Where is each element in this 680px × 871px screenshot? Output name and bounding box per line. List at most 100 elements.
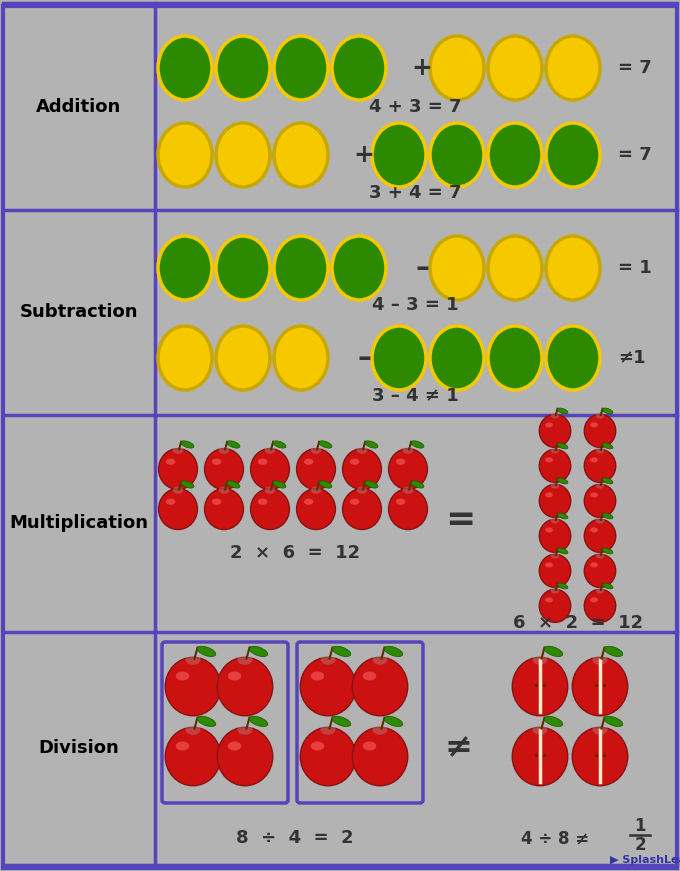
Ellipse shape	[539, 519, 571, 552]
Ellipse shape	[186, 725, 201, 735]
Ellipse shape	[165, 658, 221, 716]
Ellipse shape	[551, 448, 559, 454]
Ellipse shape	[372, 326, 426, 390]
Ellipse shape	[237, 725, 252, 735]
Ellipse shape	[333, 646, 351, 657]
Ellipse shape	[250, 449, 290, 490]
Ellipse shape	[532, 725, 547, 735]
Text: 3 – 4 ≠ 1: 3 – 4 ≠ 1	[372, 387, 458, 405]
Ellipse shape	[539, 449, 571, 483]
Ellipse shape	[592, 654, 607, 665]
Ellipse shape	[216, 36, 270, 100]
Ellipse shape	[227, 481, 240, 488]
Ellipse shape	[590, 527, 598, 532]
Ellipse shape	[558, 583, 568, 589]
Ellipse shape	[197, 716, 216, 726]
Ellipse shape	[544, 646, 563, 657]
Ellipse shape	[396, 498, 405, 505]
Ellipse shape	[596, 413, 605, 419]
Ellipse shape	[488, 36, 542, 100]
Ellipse shape	[205, 449, 243, 490]
Ellipse shape	[596, 552, 605, 558]
Ellipse shape	[158, 489, 197, 530]
Ellipse shape	[332, 236, 386, 300]
Ellipse shape	[384, 646, 403, 657]
Ellipse shape	[584, 449, 615, 483]
Ellipse shape	[539, 590, 571, 623]
Ellipse shape	[273, 481, 286, 488]
Ellipse shape	[430, 123, 484, 187]
Ellipse shape	[590, 492, 598, 497]
Ellipse shape	[539, 415, 571, 448]
Ellipse shape	[584, 519, 615, 552]
Text: +: +	[354, 143, 375, 167]
Ellipse shape	[250, 646, 268, 657]
Ellipse shape	[546, 123, 600, 187]
Ellipse shape	[274, 123, 328, 187]
Ellipse shape	[304, 458, 313, 465]
Ellipse shape	[545, 492, 553, 497]
Ellipse shape	[545, 598, 553, 603]
Ellipse shape	[403, 487, 413, 494]
Ellipse shape	[539, 484, 571, 517]
Ellipse shape	[488, 123, 542, 187]
Ellipse shape	[212, 458, 222, 465]
Ellipse shape	[250, 489, 290, 530]
Ellipse shape	[258, 498, 267, 505]
Ellipse shape	[357, 487, 367, 494]
Ellipse shape	[217, 727, 273, 786]
Ellipse shape	[388, 489, 428, 530]
Ellipse shape	[546, 236, 600, 300]
Ellipse shape	[320, 654, 335, 665]
Ellipse shape	[158, 449, 197, 490]
Ellipse shape	[250, 716, 268, 726]
Ellipse shape	[573, 727, 628, 786]
Ellipse shape	[558, 478, 568, 484]
Ellipse shape	[558, 548, 568, 554]
Ellipse shape	[173, 447, 183, 454]
Ellipse shape	[396, 458, 405, 465]
Ellipse shape	[605, 646, 623, 657]
Ellipse shape	[217, 658, 273, 716]
Ellipse shape	[403, 447, 413, 454]
Ellipse shape	[596, 517, 605, 523]
Text: Multiplication: Multiplication	[10, 514, 148, 532]
Ellipse shape	[558, 443, 568, 449]
Ellipse shape	[352, 727, 408, 786]
Ellipse shape	[158, 123, 212, 187]
Ellipse shape	[545, 563, 553, 567]
Ellipse shape	[545, 527, 553, 532]
Ellipse shape	[551, 588, 559, 593]
Ellipse shape	[158, 326, 212, 390]
Ellipse shape	[212, 498, 222, 505]
Ellipse shape	[274, 36, 328, 100]
Ellipse shape	[545, 422, 553, 428]
Ellipse shape	[357, 447, 367, 454]
Ellipse shape	[430, 36, 484, 100]
Ellipse shape	[602, 478, 613, 484]
Ellipse shape	[181, 441, 194, 448]
Ellipse shape	[558, 408, 568, 414]
Ellipse shape	[584, 484, 615, 517]
Ellipse shape	[596, 448, 605, 454]
Ellipse shape	[304, 498, 313, 505]
Ellipse shape	[311, 672, 324, 680]
Ellipse shape	[319, 481, 332, 488]
Ellipse shape	[311, 487, 321, 494]
Ellipse shape	[197, 646, 216, 657]
Ellipse shape	[532, 654, 547, 665]
Ellipse shape	[488, 236, 542, 300]
Ellipse shape	[205, 489, 243, 530]
Ellipse shape	[296, 489, 335, 530]
Ellipse shape	[546, 36, 600, 100]
Ellipse shape	[551, 413, 559, 419]
Ellipse shape	[228, 672, 241, 680]
FancyBboxPatch shape	[3, 6, 677, 868]
Ellipse shape	[265, 487, 275, 494]
Ellipse shape	[362, 672, 376, 680]
Ellipse shape	[332, 36, 386, 100]
Ellipse shape	[546, 326, 600, 390]
Ellipse shape	[274, 236, 328, 300]
Ellipse shape	[319, 441, 332, 448]
Text: ▶ SplashLearn: ▶ SplashLearn	[610, 855, 680, 865]
